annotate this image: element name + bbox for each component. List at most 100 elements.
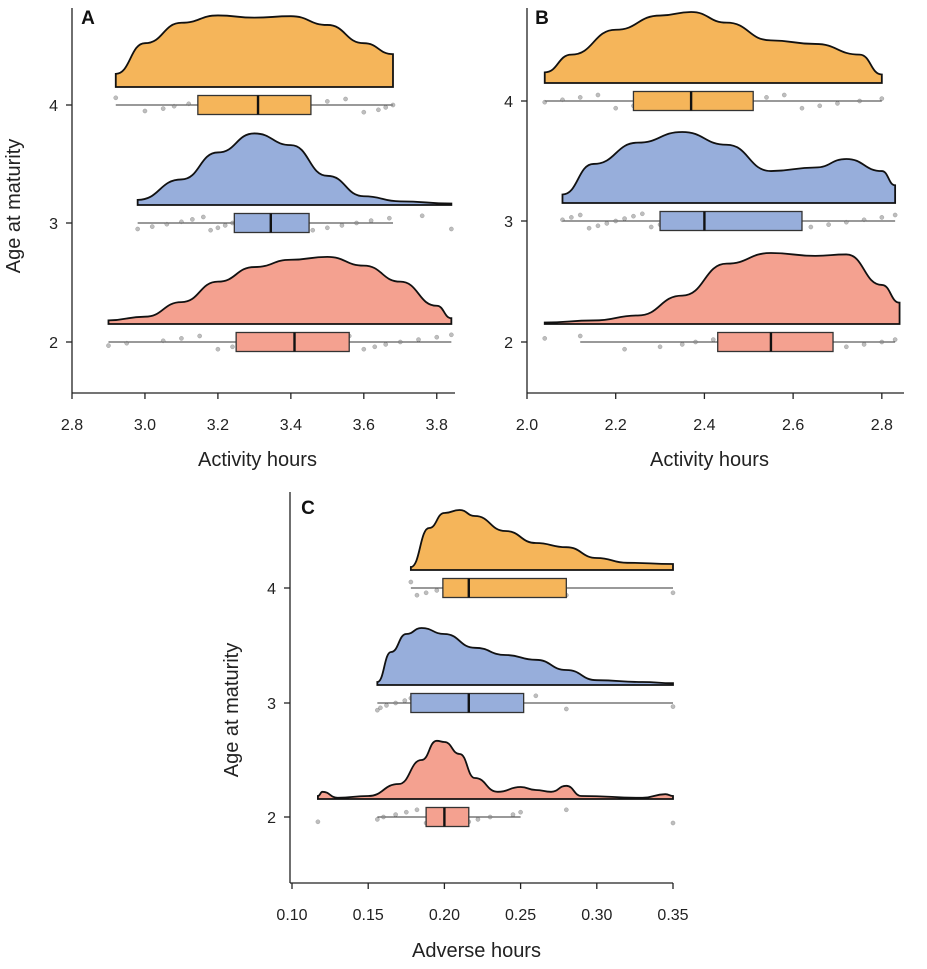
- x-tick-label: 3.2: [207, 417, 229, 434]
- iqr-box: [235, 331, 350, 353]
- data-point: [604, 221, 610, 226]
- data-point: [434, 334, 440, 340]
- panel-label: C: [301, 498, 315, 519]
- y-tick-label: 4: [267, 581, 276, 598]
- y-tick-label: 4: [49, 98, 58, 115]
- group-age-2: [542, 252, 901, 353]
- data-point: [215, 346, 221, 352]
- data-point: [670, 590, 676, 596]
- data-point: [542, 99, 548, 105]
- data-point: [390, 102, 396, 108]
- data-point: [164, 221, 170, 227]
- density-cloud: [114, 14, 394, 88]
- panel-a: A 2.8 3.0 3.2 3.4 3.6 3.8 2 3 4 Activity hours Age …: [3, 8, 455, 471]
- data-point: [518, 809, 523, 815]
- panel-c: C 0.10 0.15 0.20 0.25 0.30 0.35 2 3 4 Adverse hour…: [221, 492, 689, 962]
- data-point: [648, 224, 654, 230]
- data-point: [384, 703, 389, 708]
- panel-label: B: [535, 8, 549, 29]
- data-point: [160, 106, 166, 111]
- data-point: [361, 109, 367, 115]
- data-point: [197, 333, 203, 339]
- group-age-3: [135, 132, 454, 234]
- data-point: [324, 99, 330, 104]
- data-point: [843, 344, 849, 350]
- data-point: [361, 346, 367, 352]
- data-point: [186, 101, 192, 107]
- x-tick-label: 0.35: [657, 907, 688, 924]
- data-point: [368, 218, 374, 223]
- x-tick-label: 3.6: [353, 417, 375, 434]
- data-point: [595, 223, 601, 229]
- data-point: [179, 336, 184, 341]
- data-point: [817, 103, 823, 109]
- data-point: [560, 97, 565, 103]
- data-point: [208, 227, 213, 233]
- y-tick-label: 3: [504, 214, 513, 231]
- data-point: [324, 225, 330, 231]
- y-tick-label: 2: [267, 810, 276, 827]
- panel-b: B 2.0 2.2 2.4 2.6 2.8 2 3 4 Activity hours: [504, 8, 904, 471]
- data-point: [142, 108, 148, 114]
- data-point: [423, 590, 429, 596]
- data-point: [622, 216, 627, 221]
- data-point: [879, 96, 885, 101]
- iqr-box: [632, 90, 754, 112]
- x-axis-title: Adverse hours: [412, 940, 541, 962]
- data-point: [383, 342, 389, 347]
- data-point: [230, 344, 235, 350]
- x-tick-label: 2.8: [871, 417, 893, 434]
- y-axis-title: Age at maturity: [3, 139, 25, 274]
- data-point: [808, 224, 814, 230]
- data-point: [354, 220, 359, 226]
- data-point: [510, 812, 516, 817]
- data-point: [657, 344, 663, 350]
- data-point: [577, 212, 583, 218]
- density-cloud: [376, 627, 674, 686]
- data-point: [569, 215, 574, 220]
- data-point: [843, 219, 849, 225]
- data-point: [386, 215, 392, 221]
- data-point: [403, 809, 409, 815]
- data-point: [693, 339, 698, 345]
- data-point: [670, 704, 676, 709]
- data-point: [542, 336, 548, 341]
- data-point: [826, 222, 831, 227]
- x-tick-label: 3.0: [134, 417, 156, 434]
- iqr-box: [659, 210, 803, 232]
- x-tick-label: 2.2: [605, 417, 627, 434]
- x-axis-title: Activity hours: [198, 449, 317, 471]
- data-point: [710, 337, 716, 342]
- y-tick-label: 4: [504, 94, 513, 111]
- density-cloud: [561, 131, 897, 204]
- data-point: [781, 92, 787, 98]
- data-point: [383, 105, 389, 110]
- data-point: [315, 819, 321, 825]
- group-age-2: [315, 739, 676, 828]
- data-point: [799, 105, 805, 111]
- x-tick-label: 0.10: [276, 907, 307, 924]
- data-point: [879, 215, 885, 220]
- x-tick-label: 2.4: [693, 417, 715, 434]
- iqr-box: [197, 94, 312, 116]
- density-cloud: [409, 509, 674, 571]
- group-age-3: [560, 131, 898, 232]
- data-point: [113, 95, 119, 101]
- data-point: [200, 214, 206, 220]
- x-tick-label: 3.8: [426, 417, 448, 434]
- data-point: [475, 817, 481, 822]
- data-point: [857, 98, 862, 104]
- data-point: [310, 227, 316, 233]
- data-point: [393, 700, 398, 706]
- data-point: [414, 592, 420, 598]
- data-point: [190, 217, 195, 222]
- data-point: [339, 223, 345, 228]
- group-age-4: [408, 509, 676, 599]
- data-point: [631, 213, 636, 219]
- data-point: [215, 225, 221, 231]
- y-axis-title: Age at maturity: [221, 643, 243, 778]
- data-point: [414, 807, 420, 813]
- iqr-box: [410, 692, 525, 714]
- data-point: [577, 95, 583, 100]
